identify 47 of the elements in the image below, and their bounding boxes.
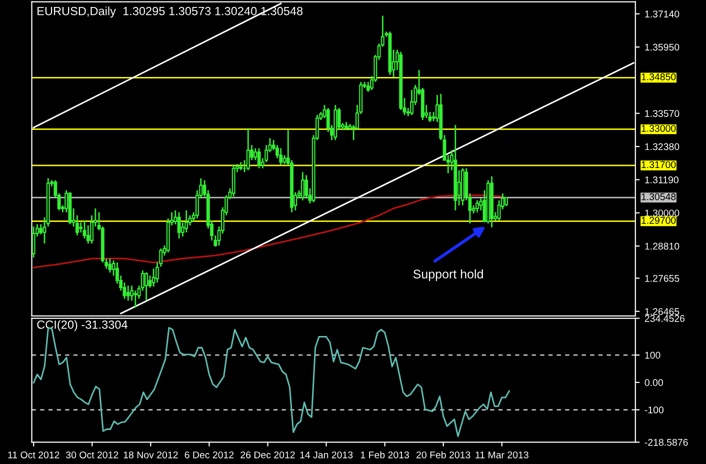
- x-tick-label: 6 Dec 2012: [184, 451, 234, 458]
- annotation: Support hold: [413, 269, 483, 281]
- x-tick-label: 20 Feb 2013: [416, 451, 470, 458]
- x-tick-label: 30 Oct 2012: [66, 451, 118, 458]
- candlestick: [476, 200, 479, 213]
- y-tick-label: 1.37140: [645, 10, 680, 18]
- candlestick: [184, 210, 188, 234]
- y-tick-label: 234.4526: [644, 315, 685, 322]
- y-tick-label: -218.5876: [644, 438, 688, 446]
- ref-line-label: 1.34850: [642, 73, 676, 80]
- x-tick-label: 14 Jan 2013: [300, 451, 353, 458]
- candlestick: [144, 272, 148, 302]
- ref-line-label: 1.30548: [642, 193, 676, 200]
- y-tick-label: 100: [645, 352, 660, 359]
- candlestick: [32, 226, 36, 258]
- ref-line-label: 1.31700: [642, 161, 676, 168]
- candlestick: [39, 224, 43, 236]
- x-tick-label: 11 Oct 2012: [8, 451, 60, 458]
- chart-title: CCI(20) -31.3304: [37, 320, 128, 332]
- candlestick: [279, 147, 283, 166]
- candlestick: [300, 171, 304, 202]
- candlestick: [108, 258, 112, 274]
- candlestick: [410, 89, 414, 116]
- ref-line-label: 1.33000: [642, 124, 676, 132]
- y-tick-label: 1.35950: [645, 44, 680, 51]
- x-tick-label: 11 Mar 2013: [476, 451, 528, 458]
- x-tick-label: 1 Feb 2013: [360, 451, 409, 458]
- y-tick-label: 1.27655: [645, 274, 680, 282]
- candlestick: [126, 284, 130, 302]
- y-tick-label: 1.32380: [645, 143, 680, 150]
- candlestick: [82, 220, 86, 240]
- x-tick-label: 18 Nov 2012: [124, 451, 178, 458]
- y-tick-label: 1.31190: [645, 176, 678, 184]
- candlestick: [177, 212, 181, 240]
- candlestick: [257, 147, 261, 169]
- candlestick: [304, 174, 308, 200]
- ref-line-label: 1.29700: [642, 216, 676, 224]
- y-tick-label: 1.30000: [645, 210, 680, 216]
- y-tick-label: 1.28810: [645, 242, 680, 250]
- y-tick-label: 1.33570: [645, 110, 680, 117]
- candlestick: [134, 290, 138, 308]
- y-tick-label: -100: [644, 406, 664, 414]
- y-tick-label: 1.26465: [645, 308, 680, 316]
- candlestick: [86, 224, 90, 244]
- candlestick: [246, 127, 250, 171]
- y-tick-label: 0.00: [644, 379, 663, 386]
- x-tick-label: 26 Dec 2012: [240, 451, 295, 458]
